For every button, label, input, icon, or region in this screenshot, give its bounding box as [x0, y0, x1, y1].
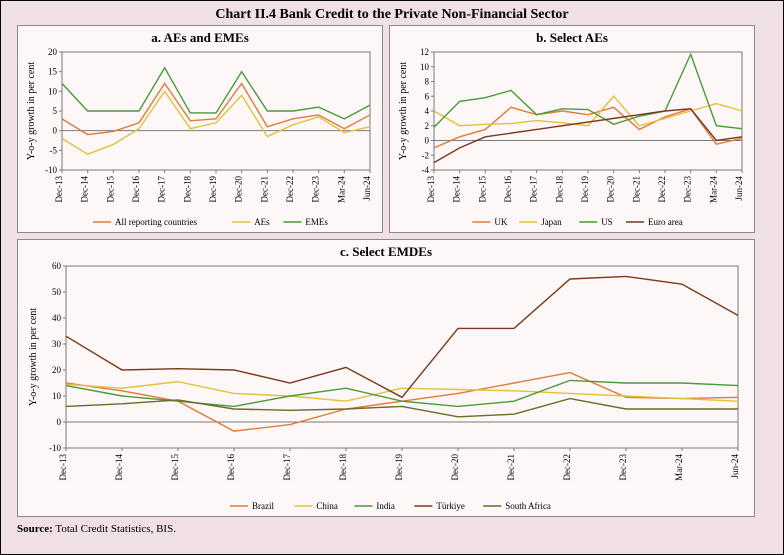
x-tick-label: Mar-24 — [708, 176, 718, 203]
x-tick-label: Dec-18 — [182, 176, 192, 203]
y-tick-label: 20 — [52, 365, 62, 375]
y-tick-label: -10 — [45, 165, 57, 175]
series-line — [434, 107, 742, 148]
x-tick-label: Dec-14 — [80, 176, 90, 203]
x-tick-label: Dec-17 — [529, 176, 539, 203]
x-tick-label: Dec-20 — [450, 454, 460, 481]
series-line — [66, 276, 738, 397]
x-tick-label: Dec-21 — [259, 176, 269, 203]
y-tick-label: 15 — [48, 67, 58, 77]
x-tick-label: Dec-13 — [54, 176, 64, 203]
x-tick-label: Jun-24 — [362, 176, 372, 201]
panel-a: a. AEs and EMEs -10 -5 0 5 10 15 20 Dec-13 Dec-1… — [17, 25, 383, 233]
series-line — [434, 96, 742, 126]
legend-label: All reporting countries — [115, 217, 197, 227]
source-line: Source: Total Credit Statistics, BIS. — [1, 517, 783, 541]
legend-label: Brazil — [252, 501, 274, 511]
x-tick-label: Jun-24 — [734, 176, 744, 201]
x-tick-label: Dec-13 — [58, 454, 68, 481]
panel-c: c. Select EMDEs -10 0 10 20 30 40 50 60 Dec-13 De… — [17, 239, 755, 517]
legend-label: AEs — [254, 217, 270, 227]
y-tick-label: 5 — [53, 106, 58, 116]
x-tick-label: Dec-15 — [105, 176, 115, 203]
x-tick-label: Dec-17 — [157, 176, 167, 203]
x-tick-label: Dec-22 — [285, 176, 295, 203]
y-tick-label: -4 — [422, 165, 430, 175]
x-tick-label: Dec-23 — [683, 176, 693, 203]
y-tick-label: 2 — [425, 121, 430, 131]
y-tick-label: 4 — [425, 106, 430, 116]
legend-label: Euro area — [648, 217, 683, 227]
series-line — [66, 380, 738, 406]
legend-label: US — [601, 217, 613, 227]
x-tick-label: Jun-24 — [730, 454, 740, 479]
y-tick-label: 0 — [53, 126, 58, 136]
y-tick-label: -5 — [50, 145, 58, 155]
legend-label: China — [316, 501, 338, 511]
x-tick-label: Dec-19 — [208, 176, 218, 203]
x-tick-label: Dec-21 — [506, 454, 516, 481]
chart-title: Chart II.4 Bank Credit to the Private No… — [1, 1, 783, 25]
y-tick-label: 0 — [57, 417, 62, 427]
x-tick-label: Dec-17 — [282, 454, 292, 481]
legend-label: India — [376, 501, 395, 511]
y-axis-label: Y-o-y growth in per cent — [28, 308, 39, 407]
y-tick-label: 0 — [425, 136, 430, 146]
y-tick-label: 40 — [52, 313, 62, 323]
panel-b: b. Select AEs -4 -2 0 2 4 6 8 10 12 Dec-13 Dec-14 D… — [389, 25, 755, 233]
y-tick-label: 10 — [52, 391, 62, 401]
x-tick-label: Mar-24 — [336, 176, 346, 203]
y-tick-label: 50 — [52, 287, 62, 297]
x-tick-label: Dec-15 — [477, 176, 487, 203]
x-tick-label: Mar-24 — [674, 454, 684, 481]
panel-a-title: a. AEs and EMEs — [24, 30, 376, 46]
x-tick-label: Dec-22 — [562, 454, 572, 481]
x-tick-label: Dec-21 — [631, 176, 641, 203]
series-line — [62, 91, 370, 154]
series-line — [66, 382, 738, 402]
panel-b-title: b. Select AEs — [396, 30, 748, 46]
series-line — [62, 68, 370, 119]
x-tick-label: Dec-20 — [606, 176, 616, 203]
x-tick-label: Dec-19 — [394, 454, 404, 481]
legend-label: UK — [494, 217, 507, 227]
x-tick-label: Dec-13 — [426, 176, 436, 203]
panel-c-title: c. Select EMDEs — [24, 244, 748, 260]
y-tick-label: 10 — [48, 86, 58, 96]
y-axis-label: Y-o-y growth in per cent — [26, 62, 37, 161]
legend-label: Japan — [541, 217, 562, 227]
y-tick-label: 10 — [420, 62, 430, 72]
series-line — [434, 54, 742, 128]
y-axis-label: Y-o-y growth in per cent — [398, 62, 409, 161]
x-tick-label: Dec-18 — [338, 454, 348, 481]
x-tick-label: Dec-23 — [618, 454, 628, 481]
x-tick-label: Dec-20 — [234, 176, 244, 203]
x-tick-label: Dec-14 — [452, 176, 462, 203]
x-tick-label: Dec-19 — [580, 176, 590, 203]
y-tick-label: 20 — [48, 47, 58, 57]
y-tick-label: -2 — [422, 150, 430, 160]
legend-label: EMEs — [305, 217, 328, 227]
y-tick-label: 8 — [425, 77, 430, 87]
y-tick-label: 30 — [52, 339, 62, 349]
x-tick-label: Dec-15 — [170, 454, 180, 481]
x-tick-label: Dec-16 — [503, 176, 513, 203]
x-tick-label: Dec-16 — [226, 454, 236, 481]
x-tick-label: Dec-23 — [311, 176, 321, 203]
x-tick-label: Dec-18 — [554, 176, 564, 203]
y-tick-label: -10 — [49, 443, 61, 453]
x-tick-label: Dec-22 — [657, 176, 667, 203]
legend-label: Türkiye — [436, 501, 465, 511]
legend-label: South Africa — [505, 501, 551, 511]
x-tick-label: Dec-16 — [131, 176, 141, 203]
y-tick-label: 12 — [420, 47, 429, 57]
y-tick-label: 60 — [52, 261, 62, 271]
x-tick-label: Dec-14 — [114, 454, 124, 481]
y-tick-label: 6 — [425, 91, 430, 101]
